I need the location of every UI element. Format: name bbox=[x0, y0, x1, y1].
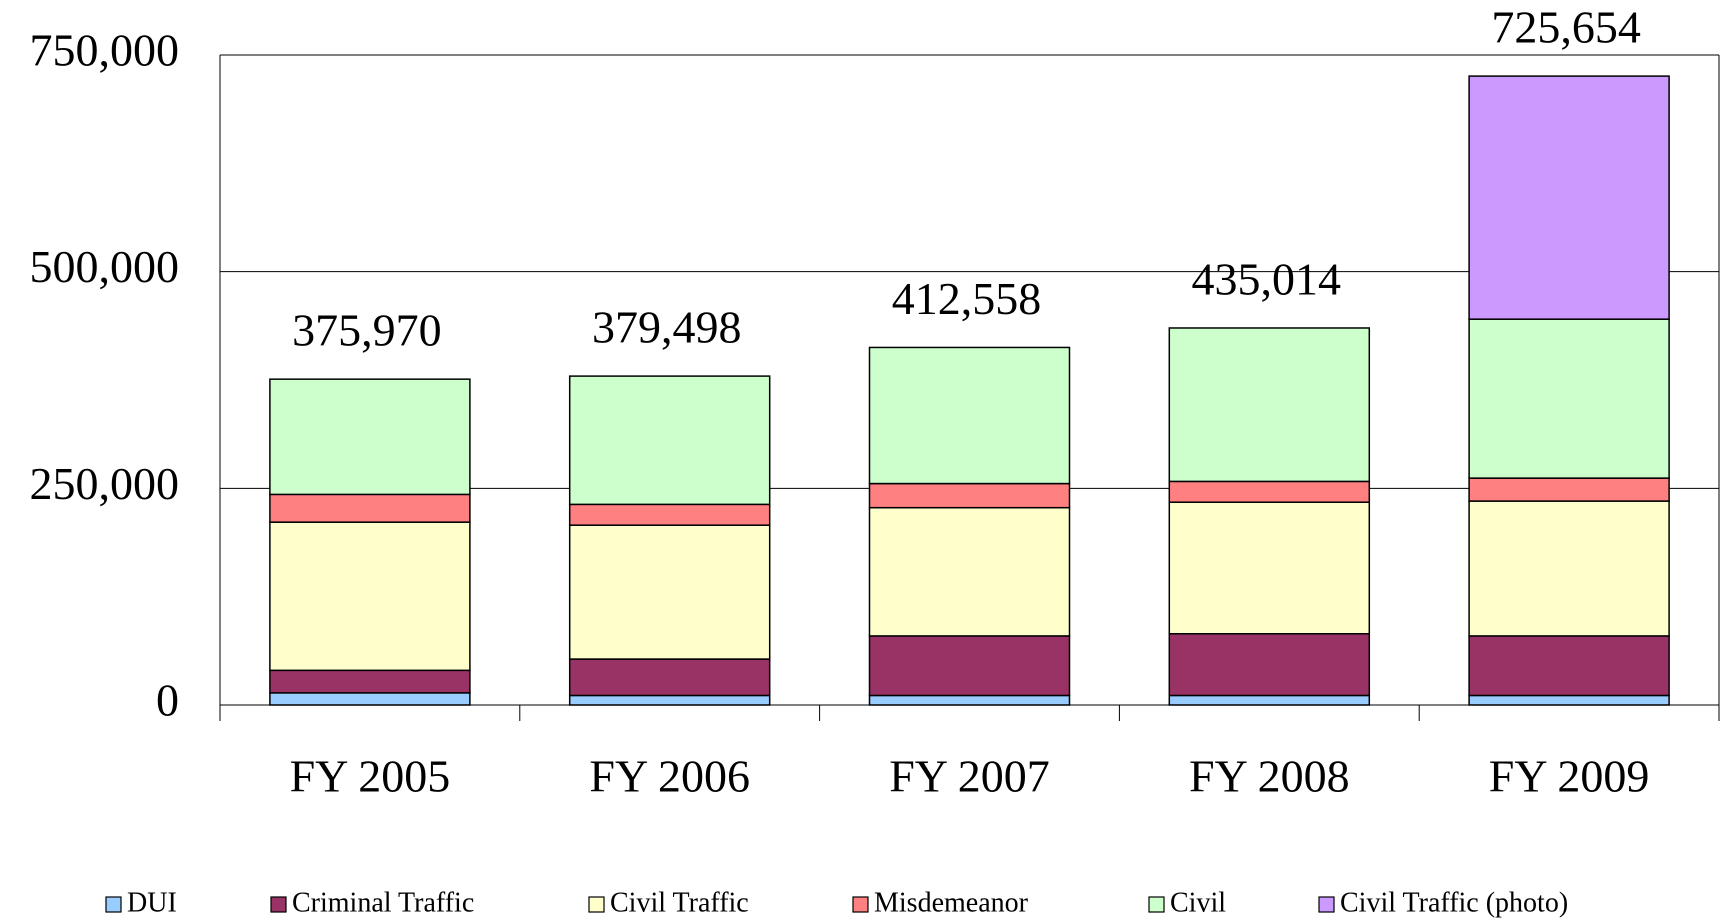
x-tick-label: FY 2007 bbox=[889, 751, 1050, 802]
total-label: 412,558 bbox=[892, 273, 1042, 324]
x-tick-label: FY 2006 bbox=[589, 751, 750, 802]
total-label: 375,970 bbox=[292, 305, 442, 356]
x-tick-label: FY 2005 bbox=[290, 751, 451, 802]
bar-segment bbox=[868, 635, 1071, 697]
bar-segment bbox=[868, 506, 1071, 637]
bar-segment bbox=[1168, 694, 1371, 706]
legend-label: Criminal Traffic bbox=[292, 887, 474, 918]
bar-segment bbox=[269, 692, 471, 706]
total-label: 379,498 bbox=[592, 302, 742, 353]
legend-swatch bbox=[1148, 896, 1165, 913]
legend-label: Civil Traffic bbox=[610, 887, 749, 918]
legend-swatch bbox=[588, 896, 605, 913]
x-tick-label: FY 2009 bbox=[1489, 751, 1650, 802]
bar-segment bbox=[868, 694, 1071, 706]
total-label: 435,014 bbox=[1192, 254, 1342, 305]
bar-segment bbox=[269, 493, 471, 523]
bar-segment bbox=[868, 346, 1071, 485]
bar-segment bbox=[568, 524, 771, 660]
bar-segment bbox=[1168, 480, 1371, 503]
bar-segment bbox=[568, 658, 771, 697]
bar-segment bbox=[1468, 477, 1670, 502]
bar-segment bbox=[1468, 694, 1670, 706]
bar-segment bbox=[1168, 633, 1371, 697]
bar-segment bbox=[1468, 75, 1670, 320]
bar-segment bbox=[269, 521, 471, 672]
bar-segment bbox=[1468, 500, 1670, 637]
bar-segment bbox=[269, 378, 471, 496]
y-tick-label: 750,000 bbox=[30, 25, 180, 76]
bar-segment bbox=[868, 482, 1071, 509]
legend-label: Civil bbox=[1170, 887, 1226, 918]
legend-label: Misdemeanor bbox=[874, 887, 1029, 918]
total-label: 725,654 bbox=[1491, 2, 1641, 53]
legend-swatch bbox=[270, 896, 287, 913]
legend-label: Civil Traffic (photo) bbox=[1340, 887, 1568, 918]
bar-segment bbox=[1468, 318, 1670, 479]
bar-segment bbox=[269, 669, 471, 694]
bar-segment bbox=[1168, 327, 1371, 483]
bar-segment bbox=[1468, 635, 1670, 697]
y-tick-label: 250,000 bbox=[30, 458, 180, 509]
bar-segment bbox=[568, 503, 771, 526]
x-tick-label: FY 2008 bbox=[1189, 751, 1350, 802]
bar-segment bbox=[1168, 501, 1371, 635]
y-tick-label: 0 bbox=[156, 675, 179, 726]
legend-swatch bbox=[1318, 896, 1335, 913]
legend-label: DUI bbox=[127, 887, 177, 918]
y-tick-label: 500,000 bbox=[30, 241, 180, 292]
legend-swatch bbox=[105, 896, 122, 913]
legend-swatch bbox=[852, 896, 869, 913]
bar-segment bbox=[568, 375, 771, 506]
bar-segment bbox=[568, 694, 771, 706]
